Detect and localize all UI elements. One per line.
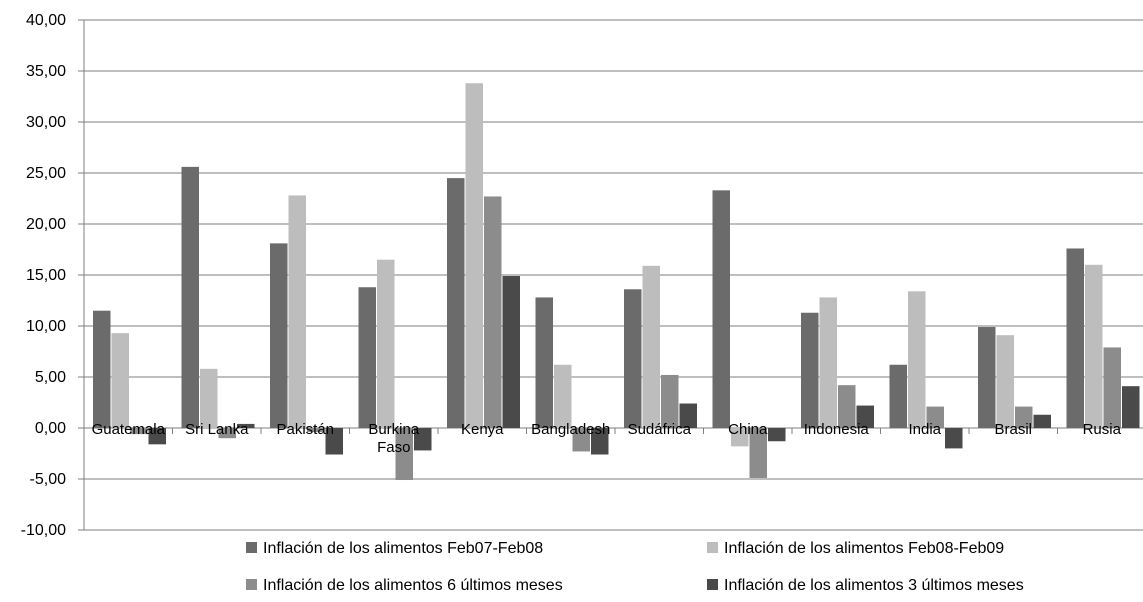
bar: [642, 265, 660, 428]
bar: [768, 428, 786, 442]
category-label: China: [728, 421, 768, 438]
bar: [395, 428, 413, 481]
y-tick-label: -10,00: [21, 522, 66, 539]
bar: [181, 166, 199, 428]
bar: [325, 428, 343, 455]
bar: [358, 287, 376, 428]
bar: [447, 178, 465, 428]
bar: [591, 428, 609, 455]
gridlines: [78, 19, 1143, 531]
legend-swatch: [707, 579, 718, 590]
bar: [502, 276, 520, 428]
y-tick-label: 10,00: [26, 318, 66, 335]
legend-label: Inflación de los alimentos Feb08-Feb09: [724, 540, 1004, 557]
bar: [661, 374, 679, 428]
bar: [572, 428, 590, 452]
y-tick-label: 30,00: [26, 114, 66, 131]
bar: [801, 312, 819, 428]
bar: [270, 243, 288, 428]
category-label: Faso: [377, 439, 410, 456]
legend-label: Inflación de los alimentos 6 últimos mes…: [263, 577, 563, 594]
category-label: Pakistán: [276, 421, 334, 438]
category-label: Sri Lanka: [185, 421, 249, 438]
category-label: Bangladesh: [531, 421, 610, 438]
bar: [237, 423, 255, 428]
legend-swatch: [707, 542, 718, 553]
bar: [535, 297, 553, 428]
legend-label: Inflación de los alimentos Feb07-Feb08: [263, 540, 543, 557]
bar: [148, 428, 166, 445]
bar: [1103, 347, 1121, 428]
category-label: Indonesia: [804, 421, 870, 438]
legend-swatch: [246, 579, 257, 590]
y-tick-label: 0,00: [35, 420, 66, 437]
bar: [130, 428, 148, 435]
category-label: Rusia: [1083, 421, 1122, 438]
bar: [1066, 248, 1084, 428]
legend: Inflación de los alimentos Feb07-Feb08 In…: [246, 540, 1024, 594]
bar: [996, 335, 1014, 428]
bar: [1033, 414, 1051, 428]
bar: [712, 190, 730, 428]
bar: [307, 428, 325, 433]
bar: [856, 405, 874, 428]
category-label: Kenya: [461, 421, 504, 438]
bar: [731, 428, 749, 447]
bar: [819, 297, 837, 428]
bar: [200, 368, 218, 428]
bar: [908, 291, 926, 428]
y-tick-label: 35,00: [26, 63, 66, 80]
category-label: Guatemala: [92, 421, 166, 438]
bar: [93, 310, 111, 428]
y-tick-labels: 40,00 35,00 30,00 25,00 20,00 15,00 10,00 5,00 0…: [21, 12, 66, 539]
bar: [111, 333, 129, 428]
category-label: Burkina: [368, 421, 420, 438]
bar: [838, 385, 856, 428]
bar: [218, 428, 236, 439]
y-tick-label: 15,00: [26, 267, 66, 284]
bar: [465, 83, 483, 429]
category-label: India: [908, 421, 941, 438]
bar: [749, 428, 767, 478]
bar: [414, 428, 432, 451]
bar: [484, 196, 502, 428]
y-tick-label: 25,00: [26, 165, 66, 182]
bar: [945, 428, 963, 449]
axes: [83, 20, 1058, 530]
bar: [624, 289, 642, 428]
bar: [679, 403, 697, 428]
category-label: Brasil: [994, 421, 1032, 438]
y-tick-label: -5,00: [30, 471, 67, 488]
bar: [554, 364, 572, 428]
bar: [377, 259, 395, 428]
legend-label: Inflación de los alimentos 3 últimos mes…: [724, 577, 1024, 594]
bars: [93, 83, 1140, 481]
bar: [1085, 264, 1103, 428]
bar: [978, 327, 996, 428]
legend-swatch: [246, 542, 257, 553]
category-label: Sudáfrica: [628, 421, 692, 438]
bar: [926, 406, 944, 428]
bar: [1122, 386, 1140, 428]
y-tick-label: 20,00: [26, 216, 66, 233]
bar: [1015, 406, 1033, 428]
y-tick-label: 40,00: [26, 12, 66, 29]
bar: [889, 364, 907, 428]
bar: [288, 195, 306, 428]
y-tick-label: 5,00: [35, 369, 66, 386]
